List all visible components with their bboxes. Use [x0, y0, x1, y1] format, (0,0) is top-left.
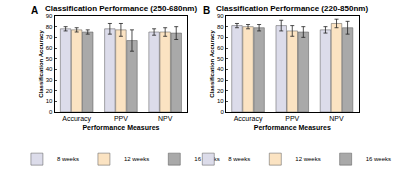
- svg-text:50: 50: [46, 56, 53, 62]
- svg-text:Performance Measures: Performance Measures: [82, 124, 159, 131]
- svg-text:30: 30: [46, 77, 53, 83]
- svg-text:70: 70: [46, 34, 53, 40]
- svg-text:70: 70: [217, 34, 224, 40]
- svg-text:20: 20: [46, 88, 53, 94]
- svg-text:40: 40: [217, 66, 224, 72]
- svg-text:Classification Performance (25: Classification Performance (250-680nm): [45, 4, 197, 13]
- svg-text:PPV: PPV: [114, 115, 128, 122]
- svg-text:90: 90: [46, 13, 53, 19]
- svg-text:8 weeks: 8 weeks: [228, 156, 250, 162]
- svg-text:Accuracy: Accuracy: [62, 115, 91, 123]
- svg-text:12 weeks: 12 weeks: [295, 156, 320, 162]
- svg-text:30: 30: [217, 77, 224, 83]
- svg-text:B: B: [203, 5, 210, 16]
- svg-text:Classification Accuracy: Classification Accuracy: [38, 30, 44, 98]
- svg-text:8 weeks: 8 weeks: [57, 156, 79, 162]
- svg-text:Classification Performance (22: Classification Performance (220-850nm): [216, 4, 368, 13]
- svg-text:80: 80: [46, 24, 53, 30]
- svg-text:PPV: PPV: [285, 115, 299, 122]
- svg-text:10: 10: [217, 98, 224, 104]
- svg-text:12 weeks: 12 weeks: [124, 156, 149, 162]
- svg-text:16 weeks: 16 weeks: [366, 156, 391, 162]
- svg-text:50: 50: [217, 56, 224, 62]
- svg-text:Accuracy: Accuracy: [234, 115, 263, 123]
- svg-text:60: 60: [46, 45, 53, 51]
- svg-text:20: 20: [217, 88, 224, 94]
- svg-text:Classification Accuracy: Classification Accuracy: [209, 30, 215, 98]
- svg-text:0: 0: [220, 109, 224, 115]
- svg-text:90: 90: [217, 13, 224, 19]
- svg-text:40: 40: [46, 66, 53, 72]
- svg-text:10: 10: [46, 98, 53, 104]
- svg-text:60: 60: [217, 45, 224, 51]
- svg-text:80: 80: [217, 24, 224, 30]
- svg-text:0: 0: [49, 109, 53, 115]
- svg-text:NPV: NPV: [158, 115, 173, 122]
- svg-text:NPV: NPV: [329, 115, 344, 122]
- svg-text:16 weeks: 16 weeks: [194, 156, 220, 163]
- svg-text:A: A: [31, 5, 38, 16]
- svg-text:Performance Measures: Performance Measures: [254, 124, 331, 131]
